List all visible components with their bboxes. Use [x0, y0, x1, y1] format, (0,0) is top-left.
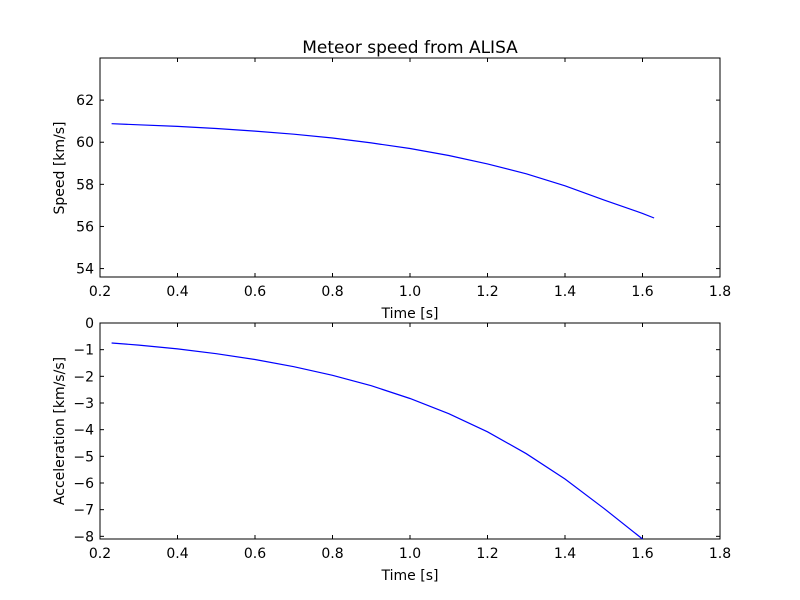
acceleration-y-tick-label: −2 — [73, 369, 94, 385]
acceleration-panel: 0.2 0.4 0.6 0.8 1.0 1.2 1.4 1.6 1.8 0 −1 −2 −3 −4 −5 −6… — [52, 316, 731, 584]
acceleration-y-axis-label: Acceleration [km/s/s] — [52, 357, 68, 505]
acceleration-y-tick-label: −7 — [73, 503, 94, 519]
acceleration-series-line — [111, 342, 643, 540]
speed-axis-ticks: 0.2 0.4 0.6 0.8 1.0 1.2 1.4 1.6 1.8 54 56 58 60 62 — [76, 58, 731, 300]
speed-y-tick-label: 60 — [76, 135, 94, 151]
chart-title: Meteor speed from ALISA — [302, 38, 518, 58]
acceleration-x-tick-label: 1.4 — [554, 546, 576, 562]
speed-y-tick-label: 58 — [76, 177, 94, 193]
speed-x-tick-label: 0.4 — [166, 284, 188, 300]
speed-x-tick-label: 1.0 — [399, 284, 421, 300]
speed-y-tick-label: 56 — [76, 219, 94, 235]
acceleration-x-tick-label: 0.2 — [89, 546, 111, 562]
acceleration-y-tick-label: −5 — [73, 449, 94, 465]
speed-x-axis-label: Time [s] — [381, 306, 439, 322]
speed-series-line — [111, 123, 655, 219]
speed-x-tick-label: 1.6 — [631, 284, 653, 300]
acceleration-y-tick-label: −1 — [73, 343, 94, 359]
speed-y-tick-label: 62 — [76, 93, 94, 109]
acceleration-x-tick-label: 1.2 — [476, 546, 498, 562]
acceleration-y-tick-label: −3 — [73, 396, 94, 412]
acceleration-y-tick-label: −8 — [73, 529, 94, 545]
speed-x-tick-label: 0.2 — [89, 284, 111, 300]
acceleration-x-tick-label: 0.4 — [166, 546, 188, 562]
speed-x-tick-label: 1.8 — [709, 284, 731, 300]
speed-x-tick-label: 0.6 — [244, 284, 266, 300]
acceleration-y-tick-label: −6 — [73, 476, 94, 492]
acceleration-x-tick-label: 0.8 — [321, 546, 343, 562]
acceleration-x-tick-label: 1.0 — [399, 546, 421, 562]
speed-x-tick-label: 1.4 — [554, 284, 576, 300]
acceleration-axis-ticks: 0.2 0.4 0.6 0.8 1.0 1.2 1.4 1.6 1.8 0 −1 −2 −3 −4 −5 −6… — [73, 316, 731, 562]
speed-y-axis-label: Speed [km/s] — [52, 121, 68, 214]
acceleration-x-axis-label: Time [s] — [381, 568, 439, 584]
speed-panel: Meteor speed from ALISA 0.2 0.4 0.6 0.8 1.0 1… — [52, 38, 731, 322]
acceleration-x-tick-label: 0.6 — [244, 546, 266, 562]
speed-y-tick-label: 54 — [76, 262, 94, 278]
acceleration-y-tick-label: −4 — [73, 423, 94, 439]
speed-x-tick-label: 1.2 — [476, 284, 498, 300]
speed-x-tick-label: 0.8 — [321, 284, 343, 300]
acceleration-x-tick-label: 1.8 — [709, 546, 731, 562]
acceleration-y-tick-label: 0 — [85, 316, 94, 332]
acceleration-x-tick-label: 1.6 — [631, 546, 653, 562]
